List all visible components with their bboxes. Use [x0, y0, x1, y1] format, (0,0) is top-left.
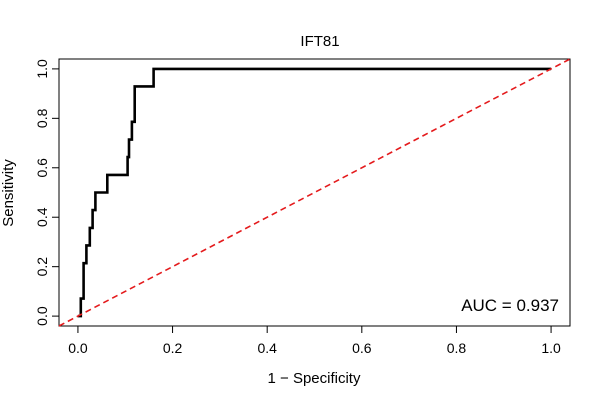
x-tick-label: 0.6 — [352, 340, 372, 356]
plot-area — [58, 58, 571, 327]
y-axis: 0.0 0.2 0.4 0.6 0.8 1.0 — [34, 59, 60, 326]
y-tick-label: 0.4 — [34, 207, 50, 227]
auc-annotation: AUC = 0.937 — [461, 296, 559, 315]
x-tick-label: 0.8 — [447, 340, 467, 356]
x-axis-label: 1 − Specificity — [268, 370, 361, 387]
chart-title: IFT81 — [300, 33, 339, 50]
y-tick-label: 0.2 — [34, 257, 50, 277]
x-axis: 0.0 0.2 0.4 0.6 0.8 1.0 — [68, 325, 561, 356]
roc-curve-line — [77, 67, 552, 318]
x-tick-label: 1.0 — [541, 340, 561, 356]
x-tick-label: 0.4 — [257, 340, 277, 356]
x-tick-label: 0.0 — [68, 340, 88, 356]
y-tick-label: 0.6 — [34, 158, 50, 178]
y-tick-label: 0.8 — [34, 108, 50, 128]
y-tick-label: 1.0 — [34, 59, 50, 79]
y-tick-label: 0.0 — [34, 306, 50, 326]
x-tick-label: 0.2 — [163, 340, 183, 356]
reference-diagonal-line — [58, 58, 571, 327]
y-axis-label: Sensitivity — [0, 159, 17, 227]
